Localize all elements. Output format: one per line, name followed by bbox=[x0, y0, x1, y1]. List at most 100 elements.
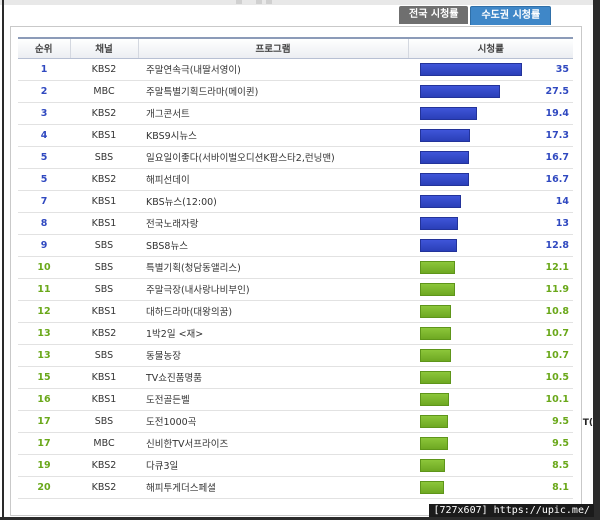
rating-value: 27.5 bbox=[545, 85, 569, 97]
ratings-tabs: 전국 시청률 수도권 시청률 bbox=[399, 6, 553, 25]
channel-cell: MBC bbox=[70, 432, 138, 455]
table-row: 17 MBC 신비한TV서프라이즈 9.5 bbox=[18, 432, 573, 455]
channel-cell: KBS2 bbox=[70, 102, 138, 125]
ratings-rows: 1 KBS2 주말연속극(내딸서영이) 35 2 MBC 주말특별기획드라마(메이퀸) 27.… bbox=[18, 58, 573, 499]
rating-cell: 10.1 bbox=[408, 388, 573, 411]
channel-cell: SBS bbox=[70, 234, 138, 257]
rank-cell: 16 bbox=[18, 388, 70, 411]
program-cell: TV쇼진품명품 bbox=[138, 366, 408, 389]
rating-bar bbox=[420, 260, 455, 274]
table-row: 5 KBS2 해피선데이 16.7 bbox=[18, 168, 573, 191]
rating-bar bbox=[420, 194, 461, 208]
header-program: 프로그램 bbox=[137, 37, 408, 59]
rating-value: 8.5 bbox=[552, 459, 569, 471]
channel-cell: MBC bbox=[70, 80, 138, 103]
rating-value: 19.4 bbox=[545, 107, 569, 119]
rank-cell: 9 bbox=[18, 234, 70, 257]
program-cell: 해피투게더스페셜 bbox=[138, 476, 408, 499]
rating-value: 16.7 bbox=[545, 173, 569, 185]
rating-bar bbox=[420, 172, 469, 186]
rating-cell: 10.5 bbox=[408, 366, 573, 389]
header-rank: 순위 bbox=[18, 37, 70, 59]
rating-cell: 9.5 bbox=[408, 410, 573, 433]
table-row: 15 KBS1 TV쇼진품명품 10.5 bbox=[18, 366, 573, 389]
rating-bar bbox=[420, 216, 458, 230]
rating-value: 16.7 bbox=[545, 151, 569, 163]
table-row: 1 KBS2 주말연속극(내딸서영이) 35 bbox=[18, 58, 573, 81]
rating-cell: 27.5 bbox=[408, 80, 573, 103]
program-cell: 주말특별기획드라마(메이퀸) bbox=[138, 80, 408, 103]
table-row: 19 KBS2 다큐3일 8.5 bbox=[18, 454, 573, 477]
program-cell: 도전1000곡 bbox=[138, 410, 408, 433]
table-row: 7 KBS1 KBS뉴스(12:00) 14 bbox=[18, 190, 573, 213]
program-cell: 개그콘서트 bbox=[138, 102, 408, 125]
rank-cell: 2 bbox=[18, 80, 70, 103]
channel-cell: KBS1 bbox=[70, 300, 138, 323]
channel-cell: KBS1 bbox=[70, 366, 138, 389]
image-watermark: [727x607] https://upic.me/ bbox=[429, 504, 594, 517]
rating-bar bbox=[420, 282, 455, 296]
clipped-side-text: T( bbox=[582, 418, 593, 428]
table-row: 4 KBS1 KBS9시뉴스 17.3 bbox=[18, 124, 573, 147]
table-header-row: 순위 채널 프로그램 시청률 bbox=[18, 37, 573, 59]
right-border bbox=[593, 0, 600, 520]
rating-bar bbox=[420, 480, 444, 494]
rating-cell: 19.4 bbox=[408, 102, 573, 125]
table-row: 3 KBS2 개그콘서트 19.4 bbox=[18, 102, 573, 125]
table-row: 13 SBS 동물농장 10.7 bbox=[18, 344, 573, 367]
rank-cell: 17 bbox=[18, 410, 70, 433]
rating-bar bbox=[420, 106, 477, 120]
channel-cell: KBS2 bbox=[70, 322, 138, 345]
tab-metro-ratings[interactable]: 수도권 시청률 bbox=[470, 6, 552, 25]
rating-bar bbox=[420, 304, 451, 318]
program-cell: 주말극장(내사랑나비부인) bbox=[138, 278, 408, 301]
rank-cell: 4 bbox=[18, 124, 70, 147]
rank-cell: 13 bbox=[18, 322, 70, 345]
rating-bar bbox=[420, 348, 451, 362]
rating-value: 10.5 bbox=[545, 371, 569, 383]
tab-national-ratings[interactable]: 전국 시청률 bbox=[399, 6, 469, 24]
channel-cell: KBS1 bbox=[70, 212, 138, 235]
program-cell: 주말연속극(내딸서영이) bbox=[138, 58, 408, 81]
table-row: 17 SBS 도전1000곡 9.5 bbox=[18, 410, 573, 433]
rating-cell: 12.1 bbox=[408, 256, 573, 279]
rating-value: 12.1 bbox=[545, 261, 569, 273]
rating-value: 17.3 bbox=[545, 129, 569, 141]
table-row: 8 KBS1 전국노래자랑 13 bbox=[18, 212, 573, 235]
rating-cell: 8.5 bbox=[408, 454, 573, 477]
program-cell: 신비한TV서프라이즈 bbox=[138, 432, 408, 455]
rating-value: 8.1 bbox=[552, 481, 569, 493]
channel-cell: KBS1 bbox=[70, 190, 138, 213]
channel-cell: KBS2 bbox=[70, 454, 138, 477]
rating-cell: 14 bbox=[408, 190, 573, 213]
table-row: 2 MBC 주말특별기획드라마(메이퀸) 27.5 bbox=[18, 80, 573, 103]
rating-cell: 13 bbox=[408, 212, 573, 235]
rating-bar bbox=[420, 436, 448, 450]
program-cell: 일요일이좋다(서바이벌오디션K팝스타2,런닝맨) bbox=[138, 146, 408, 169]
rating-cell: 10.7 bbox=[408, 322, 573, 345]
rank-cell: 12 bbox=[18, 300, 70, 323]
rank-cell: 5 bbox=[18, 146, 70, 169]
rating-value: 10.7 bbox=[545, 349, 569, 361]
table-row: 12 KBS1 대하드라마(대왕의꿈) 10.8 bbox=[18, 300, 573, 323]
rating-value: 35 bbox=[555, 63, 569, 75]
rating-bar bbox=[420, 392, 449, 406]
rating-bar bbox=[420, 238, 457, 252]
rating-value: 11.9 bbox=[545, 283, 569, 295]
program-cell: 해피선데이 bbox=[138, 168, 408, 191]
rating-cell: 17.3 bbox=[408, 124, 573, 147]
table-row: 9 SBS SBS8뉴스 12.8 bbox=[18, 234, 573, 257]
program-cell: 도전골든벨 bbox=[138, 388, 408, 411]
rating-value: 10.1 bbox=[545, 393, 569, 405]
rank-cell: 17 bbox=[18, 432, 70, 455]
left-border bbox=[2, 0, 4, 520]
rating-bar bbox=[420, 370, 451, 384]
strip-mark bbox=[266, 0, 272, 4]
channel-cell: SBS bbox=[70, 146, 138, 169]
program-cell: 다큐3일 bbox=[138, 454, 408, 477]
program-cell: 동물농장 bbox=[138, 344, 408, 367]
table-row: 5 SBS 일요일이좋다(서바이벌오디션K팝스타2,런닝맨) 16.7 bbox=[18, 146, 573, 169]
rating-bar bbox=[420, 326, 451, 340]
rank-cell: 20 bbox=[18, 476, 70, 499]
rating-bar bbox=[420, 128, 470, 142]
